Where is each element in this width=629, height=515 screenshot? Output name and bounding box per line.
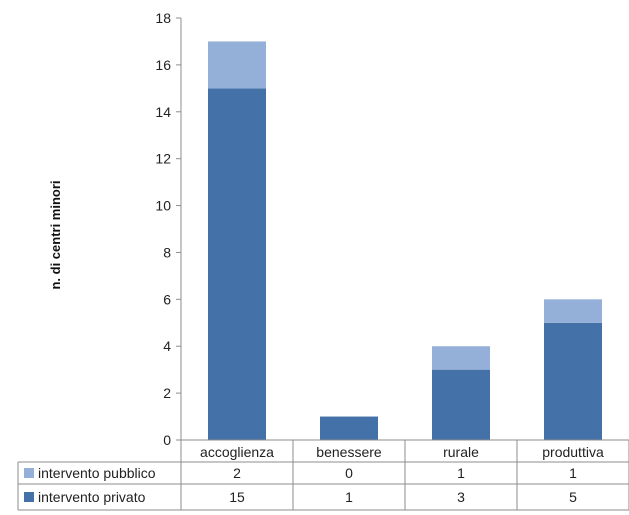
bars	[208, 41, 602, 440]
bar-intervento-privato-benessere	[320, 416, 378, 440]
y-tick-label: 18	[155, 10, 171, 26]
x-category-label: accoglienza	[200, 444, 274, 460]
legend-swatch	[24, 492, 34, 502]
y-tick-label: 0	[163, 432, 171, 448]
data-table: accoglienza benessere rurale produttiva inte…	[17, 440, 629, 511]
table-value: 1	[569, 465, 577, 481]
table-value: 1	[457, 465, 465, 481]
y-tick-label: 16	[155, 57, 171, 73]
legend-label: intervento privato	[38, 489, 146, 505]
x-category-label: benessere	[316, 444, 382, 460]
table-value: 3	[457, 489, 465, 505]
y-tick-label: 10	[155, 198, 171, 214]
legend-swatch	[24, 468, 34, 478]
legend-label: intervento pubblico	[38, 465, 156, 481]
y-axis-label: n. di centri minori	[48, 180, 63, 289]
bar-intervento-privato-produttiva	[544, 322, 602, 440]
x-category-label: produttiva	[542, 444, 604, 460]
y-axis-ticks: 0 2 4 6 8 10 12 14 16 18	[155, 10, 181, 448]
x-category-label: rurale	[443, 444, 479, 460]
table-value: 15	[229, 489, 245, 505]
bar-intervento-pubblico-produttiva	[544, 299, 602, 323]
bar-intervento-pubblico-accoglienza	[208, 41, 266, 89]
y-tick-label: 4	[163, 338, 171, 354]
table-value: 5	[569, 489, 577, 505]
table-value: 0	[345, 465, 353, 481]
bar-intervento-pubblico-rurale	[432, 346, 490, 370]
table-value: 1	[345, 489, 353, 505]
y-tick-label: 12	[155, 151, 171, 167]
bar-intervento-privato-rurale	[432, 369, 490, 440]
table-value: 2	[233, 465, 241, 481]
y-tick-label: 2	[163, 385, 171, 401]
y-tick-label: 6	[163, 291, 171, 307]
y-tick-label: 14	[155, 104, 171, 120]
bar-intervento-privato-accoglienza	[208, 88, 266, 440]
y-tick-label: 8	[163, 244, 171, 260]
